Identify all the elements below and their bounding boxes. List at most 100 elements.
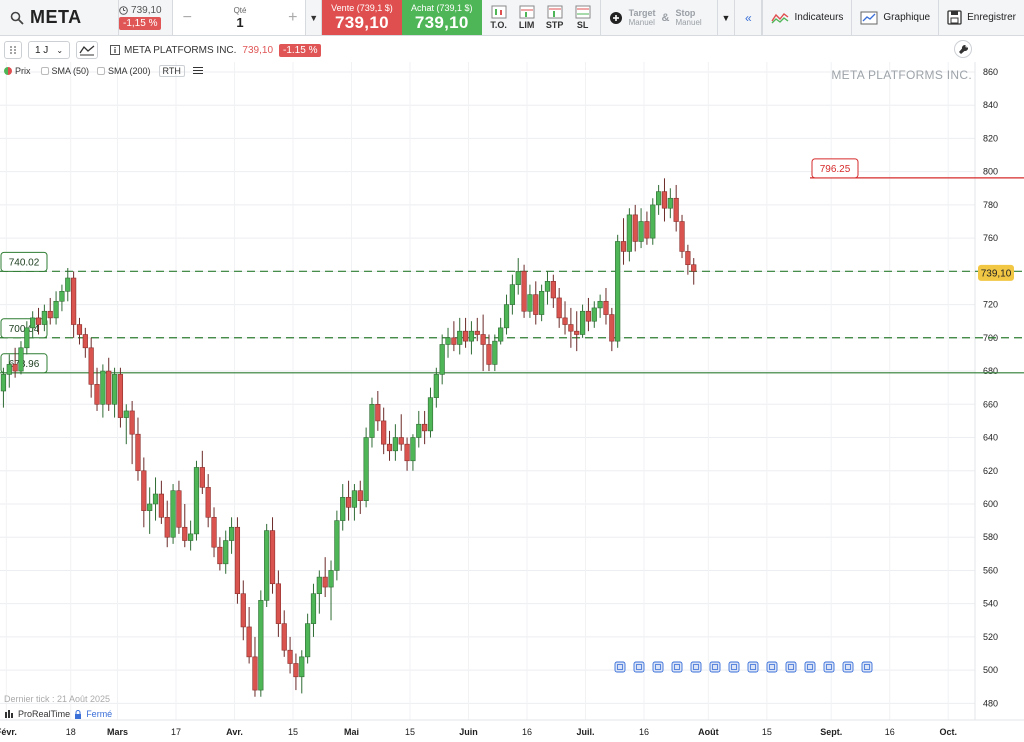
y-tick-label: 560 [983, 565, 998, 575]
buy-label: Achat (739,1 $) [410, 2, 473, 13]
timeframe-selector[interactable]: 1 J ⌄ [28, 41, 70, 59]
price-level-box [0, 353, 48, 374]
candle-body [193, 467, 200, 535]
info-icon[interactable] [110, 45, 120, 55]
qty-value[interactable]: 1 [236, 14, 244, 30]
event-marker-inner [731, 664, 737, 670]
candle-body [258, 600, 264, 691]
candle-body [205, 487, 211, 518]
candle-body [71, 277, 77, 325]
candle-body [585, 310, 592, 322]
symbol-search[interactable]: META [0, 0, 120, 35]
event-marker-icon [785, 661, 797, 673]
event-marker-icon [842, 661, 854, 673]
candle-body [603, 300, 609, 315]
candle-body [562, 317, 568, 325]
target-stop-dropdown[interactable]: ▼ [718, 0, 736, 35]
candle-body [147, 503, 153, 511]
event-marker-inner [617, 664, 623, 670]
event-marker-icon [728, 661, 740, 673]
candle-body [597, 300, 603, 309]
quote-change: -1,15 % [119, 17, 162, 30]
chart-button[interactable]: Graphique [852, 0, 940, 35]
wrench-icon [958, 44, 968, 54]
candle-body [18, 347, 24, 372]
price-level-box [0, 318, 48, 339]
candle-body [375, 403, 381, 422]
stop-order-icon [547, 5, 563, 19]
legend-sma50[interactable]: SMA (50) [40, 66, 89, 76]
event-marker-icon [861, 661, 873, 673]
x-tick-label: 17 [171, 727, 181, 737]
indicators-button[interactable]: Indicateurs [763, 0, 853, 35]
candle-body [223, 540, 229, 565]
event-marker-icon [823, 661, 835, 673]
candle-body [515, 271, 521, 285]
candle-body [533, 294, 539, 315]
event-marker-inner [750, 664, 756, 670]
grid-dots-icon [10, 46, 16, 54]
last-tick-info: Dernier tick : 21 Août 2025 [4, 694, 111, 704]
candle-body [41, 310, 47, 325]
chevron-down-icon: ▼ [721, 12, 731, 23]
candle-body [170, 490, 176, 538]
candle-body [550, 281, 556, 299]
candle-body [228, 526, 235, 541]
minus-icon[interactable]: − [182, 8, 192, 26]
legend-price[interactable]: Prix [4, 66, 31, 76]
candle-body [492, 340, 498, 365]
order-type-stop-limit[interactable]: SL [570, 0, 596, 35]
instrument-price: 739,10 [242, 44, 274, 56]
candle-body [94, 384, 100, 405]
event-marker-inner [807, 664, 813, 670]
candle-body [188, 533, 194, 541]
platform-name: ProRealTime [18, 709, 71, 719]
order-type-market[interactable]: T.O. [486, 0, 512, 35]
x-tick-label: Juin [459, 727, 478, 737]
chevron-down-icon: ▼ [309, 12, 319, 23]
order-toolbar: META 739,10 -1,15 % − Qté 1 + ▼ Vente (7… [0, 0, 1024, 36]
candle-body [679, 221, 685, 252]
rth-toggle[interactable]: RTH [158, 65, 185, 77]
save-button[interactable]: Enregistrer [939, 0, 1024, 35]
ticker-symbol: META [30, 7, 82, 27]
plus-icon[interactable]: + [288, 8, 298, 26]
x-tick-label: 18 [66, 727, 76, 737]
order-type-stop[interactable]: STP [542, 0, 568, 35]
market-status: Fermé [86, 709, 113, 719]
event-marker-icon [671, 661, 683, 673]
buy-button[interactable]: Achat (739,1 $) 739,10 [401, 0, 482, 35]
candle-body [211, 516, 217, 548]
order-type-limit[interactable]: LIM [514, 0, 540, 35]
event-marker-inner [826, 664, 832, 670]
quantity-stepper[interactable]: − Qté 1 + [171, 0, 307, 35]
quote-price: 739,10 [131, 5, 162, 16]
lock-icon [75, 709, 82, 719]
candle-body [152, 493, 159, 505]
candle-body [334, 520, 340, 571]
y-tick-label: 480 [983, 698, 998, 708]
candle-body [176, 490, 182, 528]
sell-button[interactable]: Vente (739,1 $) 739,10 [322, 0, 402, 35]
y-tick-label: 660 [983, 399, 998, 409]
y-tick-label: 820 [983, 133, 998, 143]
candle-body [486, 344, 492, 365]
candle-body [293, 663, 299, 678]
candle-body [299, 656, 305, 678]
candle-body [328, 570, 334, 588]
chart-settings-button[interactable] [954, 40, 972, 58]
qty-dropdown[interactable]: ▼ [306, 0, 323, 35]
legend-sma200[interactable]: SMA (200) [97, 66, 151, 76]
checkbox-icon [40, 67, 49, 75]
collapse-panel-button[interactable]: « [735, 0, 763, 35]
target-stop-selector[interactable]: Target Manuel & Stop Manuel [601, 0, 718, 35]
instrument-name: META PLATFORMS INC. [124, 44, 237, 56]
list-icon[interactable] [192, 66, 203, 77]
drag-handle[interactable] [4, 41, 22, 59]
candle-body [269, 530, 276, 585]
candle-body [24, 327, 30, 349]
x-tick-label: 16 [522, 727, 532, 737]
candle-body [12, 364, 18, 372]
chart-type-button[interactable] [76, 41, 98, 59]
